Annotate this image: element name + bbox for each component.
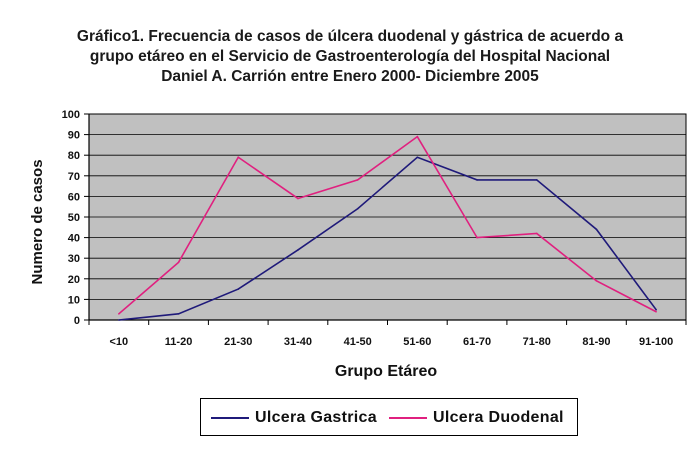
data-point-duodenal xyxy=(118,313,120,315)
chart-title-line-2: grupo etáreo en el Servicio de Gastroent… xyxy=(89,48,611,65)
x-tick-label: 51-60 xyxy=(403,336,431,348)
y-tick-label: 10 xyxy=(68,294,80,306)
y-axis-label: Numero de casos xyxy=(29,159,46,284)
data-point-gastrica xyxy=(297,249,299,251)
x-axis-ticks: <10 11-20 21-30 31-40 41-50 51-60 61-70 71-80 81… xyxy=(88,320,687,348)
legend-label-duodenal: Ulcera Duodenal xyxy=(433,409,564,426)
y-tick-label: 20 xyxy=(68,274,80,286)
legend-item-duodenal: Ulcera Duodenal xyxy=(389,408,564,428)
legend-swatch-duodenal xyxy=(389,417,427,419)
chart-title-line-1: Gráfico1. Frecuencia de casos de úlcera … xyxy=(76,28,624,45)
data-point-duodenal xyxy=(297,197,299,200)
legend-label-gastrica: Ulcera Gastrica xyxy=(255,409,377,426)
x-tick-label: 31-40 xyxy=(284,336,312,348)
data-point-gastrica xyxy=(118,319,120,321)
series-layer xyxy=(118,135,657,321)
data-point-gastrica xyxy=(595,228,598,231)
data-point-duodenal xyxy=(595,280,598,282)
data-point-gastrica xyxy=(237,288,240,290)
y-tick-label: 70 xyxy=(68,171,80,183)
y-tick-label: 80 xyxy=(68,150,80,162)
data-point-duodenal xyxy=(535,232,538,235)
y-tick-label: 100 xyxy=(62,109,80,121)
chart-title-line-3: Daniel A. Carrión entre Enero 2000- Dici… xyxy=(161,68,539,85)
x-tick-label: 21-30 xyxy=(224,336,252,348)
x-tick-label: 11-20 xyxy=(165,336,193,348)
data-point-duodenal xyxy=(356,179,359,181)
plot-area xyxy=(88,113,687,321)
data-point-duodenal xyxy=(476,236,478,239)
x-tick-label: 91-100 xyxy=(639,336,673,348)
y-tick-label: 40 xyxy=(68,233,80,245)
data-point-duodenal xyxy=(416,135,419,138)
x-tick-label: <10 xyxy=(110,336,129,348)
series-line-gastrica xyxy=(118,156,657,321)
y-tick-label: 60 xyxy=(68,191,80,203)
data-point-gastrica xyxy=(476,179,478,181)
data-point-gastrica xyxy=(655,308,657,311)
x-tick-label: 71-80 xyxy=(523,336,551,348)
y-tick-label: 0 xyxy=(74,315,80,327)
legend: Ulcera Gastrica Ulcera Duodenal xyxy=(200,398,578,436)
x-tick-label: 41-50 xyxy=(344,336,372,348)
data-point-gastrica xyxy=(416,156,419,159)
x-tick-label: 81-90 xyxy=(582,336,610,348)
legend-item-gastrica: Ulcera Gastrica xyxy=(211,408,377,428)
legend-swatch-gastrica xyxy=(211,417,249,419)
data-point-duodenal xyxy=(177,261,180,264)
data-point-gastrica xyxy=(177,313,180,315)
x-axis-label: Grupo Etáreo xyxy=(335,363,437,380)
y-axis-ticks: 0 10 20 30 40 50 60 70 80 90 100 xyxy=(62,109,89,327)
x-tick-label: 61-70 xyxy=(463,336,491,348)
series-line-duodenal xyxy=(118,135,657,315)
y-tick-label: 50 xyxy=(68,212,80,224)
data-point-gastrica xyxy=(535,179,538,181)
data-point-duodenal xyxy=(655,310,657,313)
y-tick-label: 90 xyxy=(68,130,80,142)
y-tick-label: 30 xyxy=(68,253,80,265)
data-point-gastrica xyxy=(356,207,359,210)
data-point-duodenal xyxy=(237,156,240,159)
